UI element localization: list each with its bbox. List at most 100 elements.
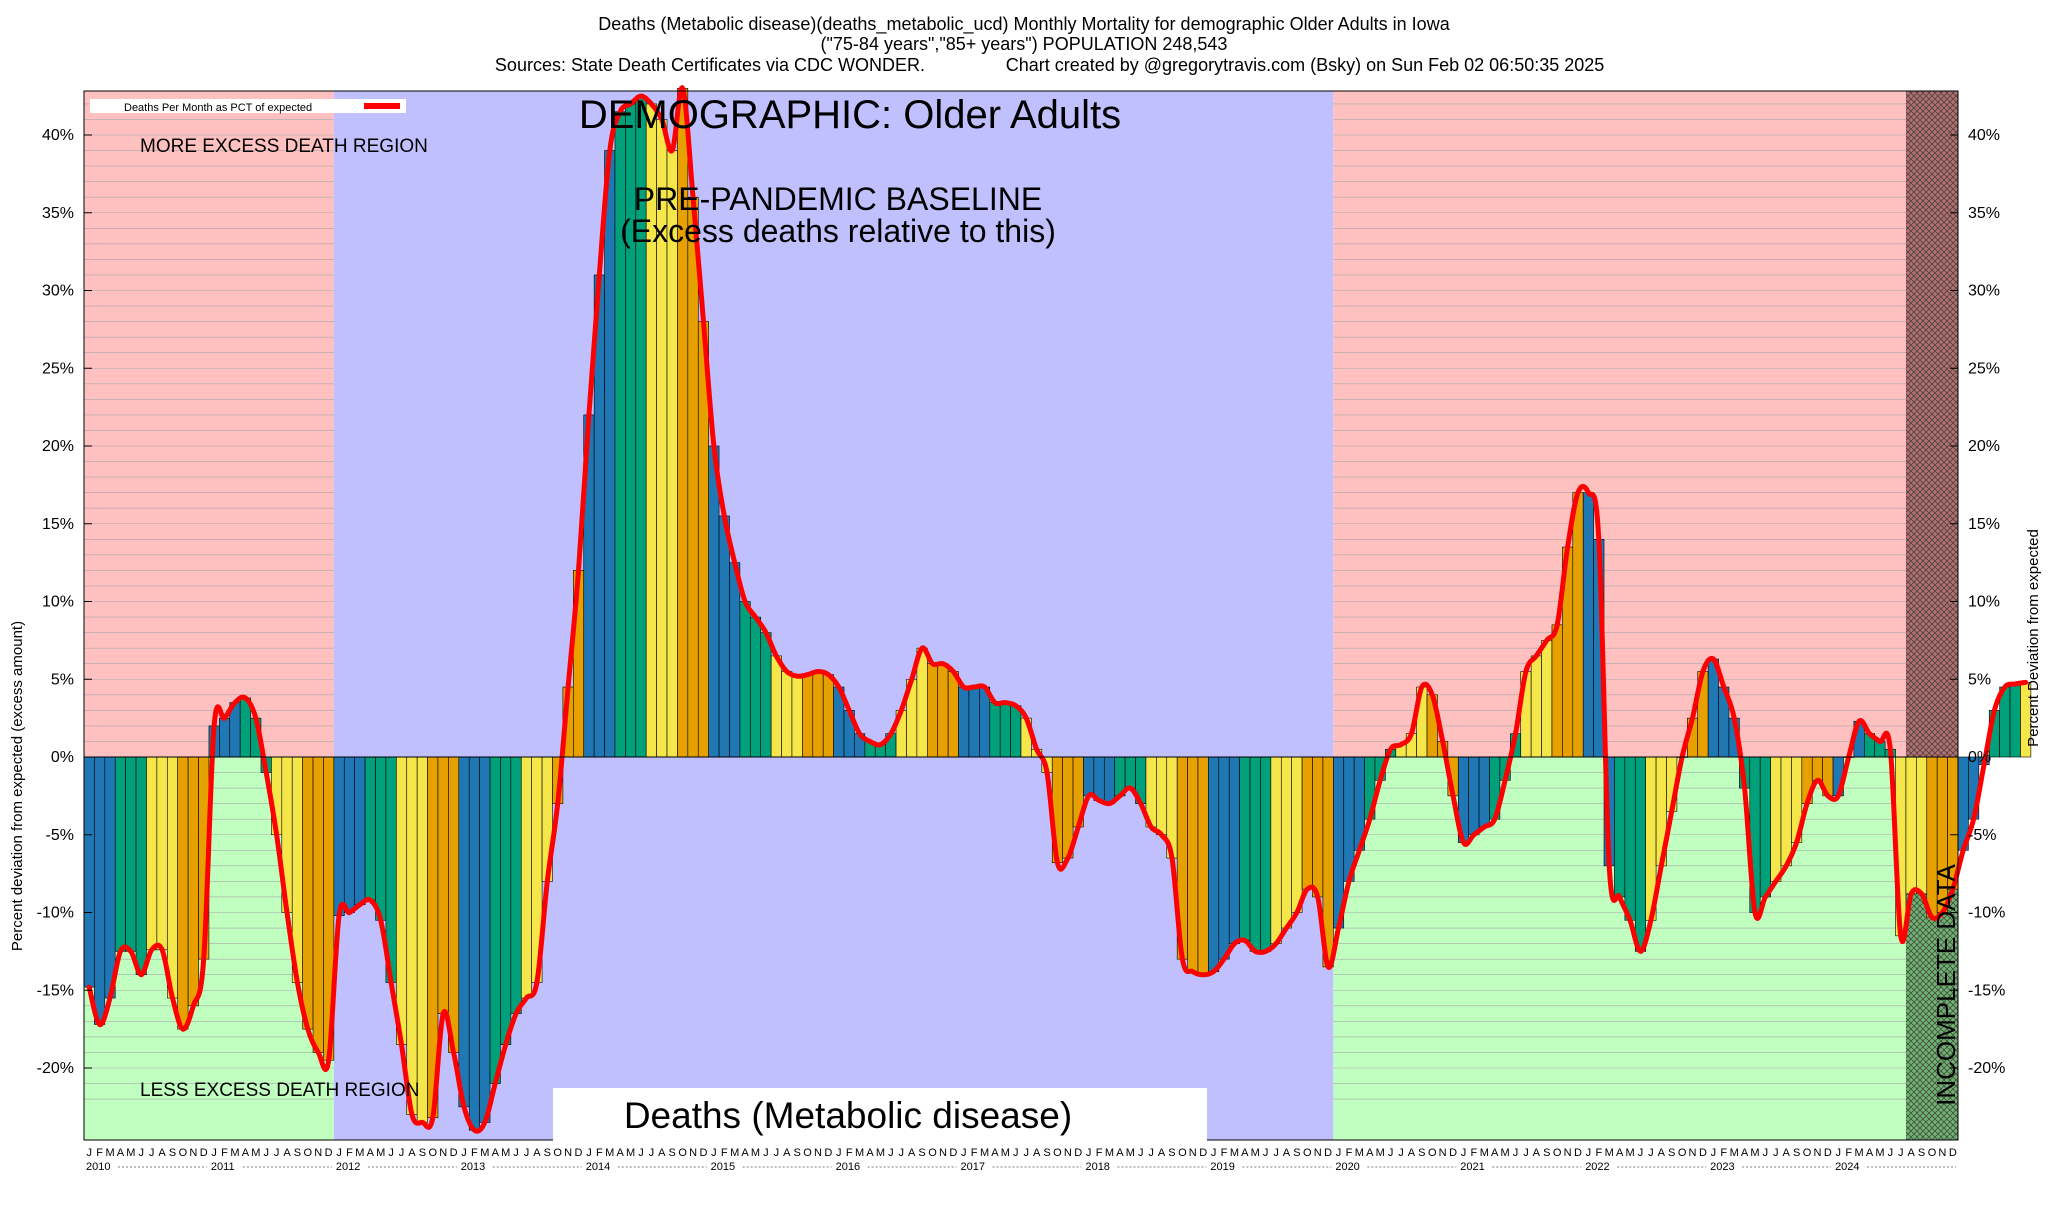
bar <box>1759 756 1771 898</box>
month-tick-label: D <box>1699 1147 1707 1159</box>
month-tick-label: J <box>1836 1147 1842 1159</box>
bar <box>822 674 834 758</box>
month-tick-label: A <box>1783 1147 1791 1159</box>
month-tick-label: N <box>314 1147 322 1159</box>
bar <box>770 655 782 758</box>
bar <box>333 756 345 916</box>
year-tick-label: 2020 <box>1335 1161 1359 1173</box>
bar <box>1634 756 1646 952</box>
right-axis-title: Percent Deviation from expected <box>2025 529 2042 747</box>
month-tick-label: N <box>1689 1147 1697 1159</box>
month-tick-label: J <box>1023 1147 1029 1159</box>
month-tick-label: M <box>751 1147 760 1159</box>
year-tick-label: 2010 <box>86 1161 110 1173</box>
bar <box>1541 640 1553 758</box>
month-tick-label: J <box>1648 1147 1654 1159</box>
month-tick-label: A <box>492 1147 500 1159</box>
bar <box>94 756 106 1025</box>
month-tick-label: J <box>149 1147 155 1159</box>
month-tick-label: J <box>586 1147 592 1159</box>
incomplete-hatch <box>1905 91 1958 1140</box>
month-tick-label: A <box>617 1147 625 1159</box>
month-tick-label: D <box>824 1147 832 1159</box>
bar <box>219 717 231 758</box>
baseline-label: PRE-PANDEMIC BASELINE <box>634 181 1042 217</box>
month-tick-label: A <box>1533 1147 1541 1159</box>
bar <box>1614 756 1626 898</box>
bar <box>510 756 522 1014</box>
bar <box>791 675 803 758</box>
year-tick-label: 2024 <box>1835 1161 1859 1173</box>
bar <box>1260 756 1272 952</box>
month-tick-label: M <box>855 1147 864 1159</box>
left-axis-title: Percent deviation from expected (excess … <box>9 621 26 951</box>
month-tick-label: F <box>471 1147 478 1159</box>
y-tick-label-left: 0% <box>51 749 74 766</box>
y-tick-label-left: 20% <box>42 438 74 455</box>
month-tick-label: O <box>304 1147 313 1159</box>
year-tick-label: 2023 <box>1710 1161 1734 1173</box>
bar <box>1280 756 1292 929</box>
month-tick-label: J <box>388 1147 394 1159</box>
month-tick-label: M <box>1105 1147 1114 1159</box>
month-tick-label: M <box>376 1147 385 1159</box>
bar <box>125 756 137 952</box>
source-note: Sources: State Death Certificates via CD… <box>495 55 925 75</box>
year-tick-label: 2011 <box>211 1161 235 1173</box>
month-tick-label: J <box>888 1147 894 1159</box>
month-tick-label: J <box>399 1147 405 1159</box>
month-tick-label: A <box>1033 1147 1041 1159</box>
bar <box>1312 756 1324 898</box>
month-tick-label: A <box>1616 1147 1624 1159</box>
month-tick-label: O <box>678 1147 687 1159</box>
cause-label: Deaths (Metabolic disease) <box>624 1095 1072 1136</box>
bar <box>1093 756 1105 801</box>
month-tick-label: N <box>1813 1147 1821 1159</box>
month-tick-label: F <box>1221 1147 1228 1159</box>
month-tick-label: A <box>1283 1147 1291 1159</box>
bar <box>468 756 480 1131</box>
month-tick-label: F <box>971 1147 978 1159</box>
bar <box>1291 756 1303 913</box>
y-tick-label-right: -10% <box>1968 905 2005 922</box>
month-tick-label: J <box>638 1147 644 1159</box>
month-tick-label: A <box>908 1147 916 1159</box>
month-tick-label: N <box>1064 1147 1072 1159</box>
bar <box>1010 705 1022 758</box>
bar <box>1103 756 1116 804</box>
bar <box>739 601 751 758</box>
bar <box>302 756 314 1030</box>
month-tick-label: J <box>899 1147 905 1159</box>
month-tick-label: D <box>949 1147 957 1159</box>
month-tick-label: O <box>1803 1147 1812 1159</box>
less-excess-label: LESS EXCESS DEATH REGION <box>140 1080 419 1101</box>
month-tick-label: J <box>1388 1147 1394 1159</box>
month-tick-label: F <box>346 1147 353 1159</box>
month-tick-label: J <box>1586 1147 1592 1159</box>
y-tick-label-left: 35% <box>42 205 74 222</box>
bar <box>760 632 772 758</box>
month-tick-label: O <box>1928 1147 1937 1159</box>
y-tick-label-right: 30% <box>1968 283 2000 300</box>
month-tick-label: J <box>1513 1147 1519 1159</box>
month-tick-label: M <box>355 1147 364 1159</box>
month-tick-label: O <box>1678 1147 1687 1159</box>
month-tick-label: F <box>1720 1147 1727 1159</box>
month-tick-label: A <box>158 1147 166 1159</box>
month-tick-label: M <box>230 1147 239 1159</box>
bar <box>1270 756 1282 944</box>
y-tick-label-right: 25% <box>1968 360 2000 377</box>
month-tick-label: N <box>939 1147 947 1159</box>
month-tick-label: M <box>1355 1147 1364 1159</box>
month-tick-label: J <box>513 1147 519 1159</box>
y-tick-label-right: 15% <box>1968 516 2000 533</box>
year-tick-label: 2017 <box>961 1161 985 1173</box>
bar <box>520 756 532 999</box>
incomplete-data-zone <box>1905 91 1958 1140</box>
baseline-sublabel: (Excess deaths relative to this) <box>620 213 1056 249</box>
bar <box>1187 756 1199 972</box>
month-tick-label: A <box>117 1147 125 1159</box>
bar <box>1239 756 1251 941</box>
month-tick-label: O <box>1553 1147 1562 1159</box>
y-tick-label-left: -15% <box>37 982 74 999</box>
